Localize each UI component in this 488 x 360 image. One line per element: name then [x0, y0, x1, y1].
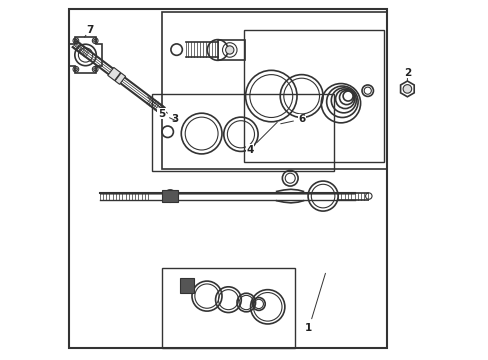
Circle shape	[74, 39, 77, 42]
Circle shape	[94, 68, 97, 71]
Text: 7: 7	[84, 25, 94, 37]
Text: 2: 2	[403, 68, 410, 81]
Circle shape	[74, 68, 77, 71]
Bar	[244, 30, 383, 162]
Bar	[217, 40, 244, 60]
Text: 3: 3	[147, 97, 178, 124]
Text: 4: 4	[245, 122, 277, 155]
Text: 6: 6	[280, 114, 305, 124]
Polygon shape	[107, 67, 121, 81]
Circle shape	[94, 39, 97, 42]
Circle shape	[402, 85, 411, 93]
Text: 5: 5	[158, 109, 176, 121]
Bar	[162, 190, 178, 202]
Bar	[162, 267, 294, 348]
Polygon shape	[115, 73, 125, 84]
Circle shape	[225, 46, 233, 54]
Text: 1: 1	[305, 273, 325, 333]
Bar	[162, 12, 386, 169]
Bar	[69, 9, 386, 348]
Bar	[151, 94, 333, 171]
Bar	[180, 278, 194, 293]
